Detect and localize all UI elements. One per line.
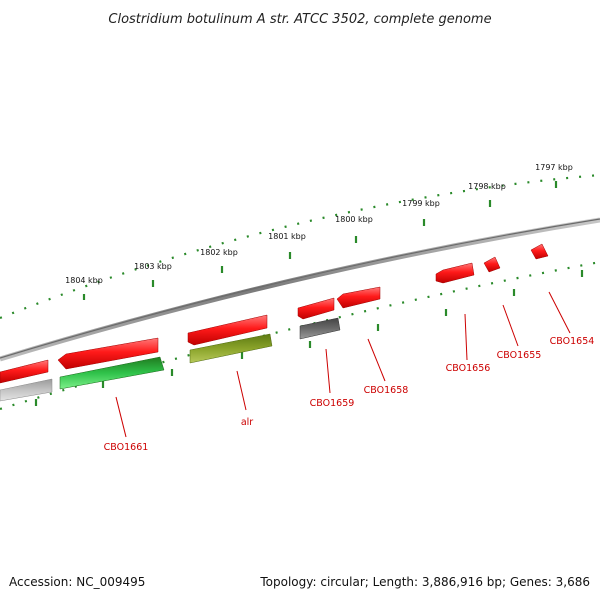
gene-label-cbo1656: CBO1656	[446, 363, 491, 374]
forward-genes	[0, 243, 549, 384]
gene-arrow-reverse-green	[59, 356, 165, 390]
ruler-label-1800: 1800 kbp	[335, 215, 373, 224]
gene-labels: CBO1661 alr CBO1659 CBO1658 CBO1656 CBO1…	[104, 336, 595, 453]
accession-text: Accession: NC_009495	[9, 575, 145, 589]
gene-label-cbo1654: CBO1654	[550, 336, 595, 347]
ruler-label-1797: 1797 kbp	[535, 163, 573, 172]
gene-arrow-cbo1656	[435, 262, 475, 284]
ruler-labels: 1804 kbp 1803 kbp 1802 kbp 1801 kbp 1800…	[65, 163, 573, 285]
gene-arrow-cbo1658	[336, 286, 381, 309]
gene-arrow-cbo1661	[57, 337, 159, 370]
gene-arrow-cbo1655	[483, 256, 501, 273]
outer-ruler	[0, 173, 600, 320]
label-leaders	[115, 291, 571, 438]
gene-arrow-forward	[0, 359, 49, 384]
gene-arrow-cbo1659	[297, 297, 335, 320]
gene-arrow-reverse-olive	[189, 333, 273, 364]
gene-label-cbo1659: CBO1659	[310, 398, 355, 409]
ruler-label-1804: 1804 kbp	[65, 276, 103, 285]
genome-summary-text: Topology: circular; Length: 3,886,916 bp…	[259, 575, 590, 589]
ruler-label-1798: 1798 kbp	[468, 182, 506, 191]
ruler-label-1802: 1802 kbp	[200, 248, 238, 257]
gene-label-cbo1658: CBO1658	[364, 385, 409, 396]
ruler-label-1799: 1799 kbp	[402, 199, 440, 208]
gene-label-cbo1661: CBO1661	[104, 442, 149, 453]
ruler-label-1801: 1801 kbp	[268, 232, 306, 241]
reverse-genes	[0, 317, 341, 402]
genome-backbone	[0, 217, 600, 362]
gene-arrow-reverse-dark	[299, 317, 341, 340]
ruler-label-1803: 1803 kbp	[134, 262, 172, 271]
gene-arrow-reverse-gray	[0, 378, 53, 402]
gene-arrow-alr	[187, 314, 268, 346]
inner-ruler	[0, 260, 600, 411]
map-title: Clostridium botulinum A str. ATCC 3502, …	[108, 12, 491, 27]
gene-arrow-cbo1654	[530, 243, 549, 260]
gene-label-alr: alr	[241, 417, 253, 428]
gene-label-cbo1655: CBO1655	[497, 350, 542, 361]
